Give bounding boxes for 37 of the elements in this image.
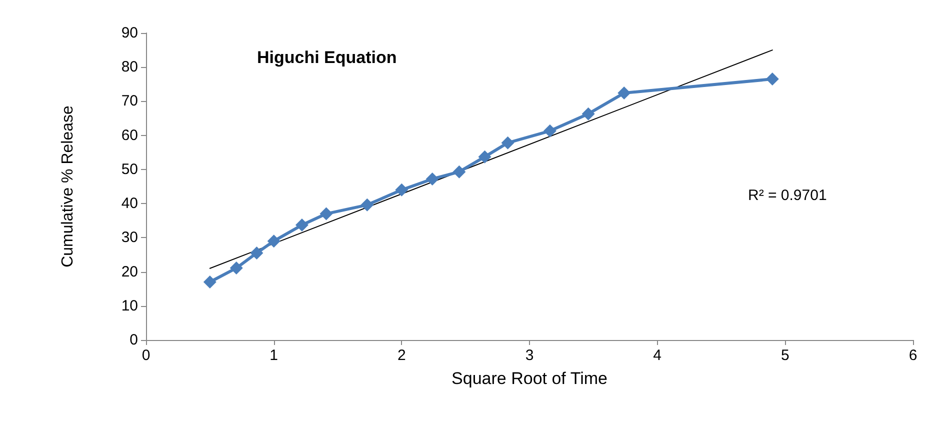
x-tick-label: 3 xyxy=(525,347,534,364)
y-tick-label: 0 xyxy=(130,332,138,348)
x-tick-label: 4 xyxy=(653,347,662,364)
x-axis-title: Square Root of Time xyxy=(452,369,608,388)
point xyxy=(360,198,374,212)
x-tick-label: 0 xyxy=(142,347,150,364)
y-tick-label: 60 xyxy=(121,126,138,144)
annotation: R² = 0.9701 xyxy=(748,187,827,204)
x-tick-label: 1 xyxy=(270,347,278,364)
point xyxy=(478,150,492,164)
point xyxy=(618,86,631,100)
y-tick-label: 30 xyxy=(121,229,138,246)
y-tick-label: 50 xyxy=(121,160,138,178)
text: Higuchi Equation xyxy=(257,48,397,67)
y-tick-label: 10 xyxy=(121,297,138,314)
y-tick-label: 20 xyxy=(121,263,138,280)
point xyxy=(426,172,439,186)
point xyxy=(766,72,779,86)
y-tick-label: 40 xyxy=(121,195,138,212)
y-tick-label: 70 xyxy=(121,92,138,110)
point xyxy=(582,107,595,120)
point xyxy=(452,165,466,178)
point xyxy=(230,262,243,275)
point xyxy=(203,276,216,289)
x-tick-label: 6 xyxy=(908,347,918,364)
y-tick-label: 80 xyxy=(121,58,138,76)
point xyxy=(320,207,333,220)
point xyxy=(250,246,264,260)
point xyxy=(395,183,408,196)
point xyxy=(267,234,280,248)
y-tick-label: 90 xyxy=(121,24,138,42)
point xyxy=(501,136,514,150)
point xyxy=(295,218,308,232)
point xyxy=(543,124,556,138)
x-tick-label: 5 xyxy=(780,347,790,364)
y-axis-title: Cumulative % Release xyxy=(60,105,76,268)
x-tick-label: 2 xyxy=(397,347,406,364)
